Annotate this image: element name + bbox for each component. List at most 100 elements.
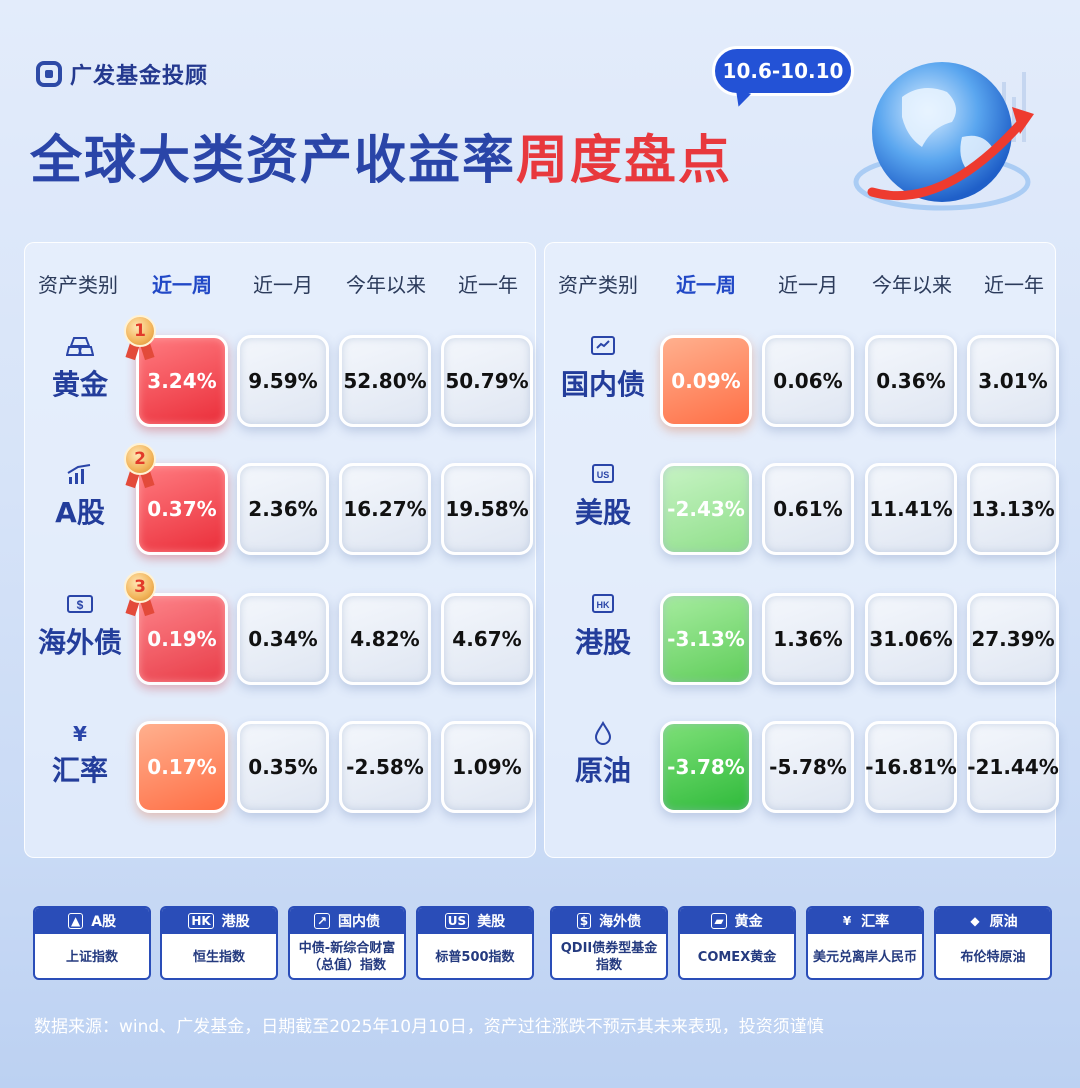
legend-name: 汇率: [861, 914, 890, 930]
row-label-us-stock: US 美股: [548, 463, 658, 531]
row-label-overseas-bond: $ 海外债: [25, 593, 135, 661]
col-head-year: 近一年: [458, 273, 518, 297]
legend-name: 美股: [477, 914, 506, 930]
cell-overseas-bond-ytd: 4.82%: [339, 593, 431, 685]
cell-hk-stock-month: 1.36%: [762, 593, 854, 685]
row-label-domestic-bond: 国内债: [548, 335, 658, 403]
col-head-week: 近一周: [152, 273, 212, 297]
chart-up-icon: ▲: [67, 913, 84, 929]
col-head-month: 近一月: [778, 273, 838, 297]
rank-medal-1: 1: [122, 315, 158, 361]
cell-a-share-ytd: 16.27%: [339, 463, 431, 555]
cell-domestic-bond-ytd: 0.36%: [865, 335, 957, 427]
footer-disclaimer: 数据来源：wind、广发基金，日期截至2025年10月10日，资产过往涨跌不预示…: [34, 1017, 824, 1037]
legend-fx: ¥ 汇率 美元兑离岸人民币: [806, 906, 924, 980]
col-head-week: 近一周: [676, 273, 736, 297]
yen-icon: ¥: [842, 914, 852, 928]
date-range-badge: 10.6-10.10: [712, 46, 854, 96]
legend-index: 恒生指数: [192, 949, 245, 965]
cell-fx-month: 0.35%: [237, 721, 329, 813]
legend-index: 美元兑离岸人民币: [812, 949, 917, 965]
legend-index: 布伦特原油: [960, 949, 1026, 965]
legend-domestic-bond: ↗ 国内债 中债-新综合财富（总值）指数: [288, 906, 406, 980]
col-head-category: 资产类别: [38, 273, 118, 297]
rank-medal-3: 3: [122, 571, 158, 617]
rank-medal-2: 2: [122, 443, 158, 489]
oil-drop-icon: [548, 720, 658, 747]
cell-fx-ytd: -2.58%: [339, 721, 431, 813]
cell-gold-ytd: 52.80%: [339, 335, 431, 427]
cell-overseas-bond-year: 4.67%: [441, 593, 533, 685]
col-head-month: 近一月: [253, 273, 313, 297]
dollar-bill-icon: $: [576, 913, 592, 929]
row-label-a-share: A股: [25, 463, 135, 531]
cell-a-share-month: 2.36%: [237, 463, 329, 555]
title-part1: 全球大类资产收益率: [30, 131, 517, 191]
col-head-ytd: 今年以来: [872, 273, 952, 297]
us-badge-icon: US: [444, 913, 470, 929]
row-label-fx: ¥ 汇率: [25, 721, 135, 789]
svg-text:$: $: [77, 598, 84, 612]
cell-overseas-bond-month: 0.34%: [237, 593, 329, 685]
col-head-category: 资产类别: [558, 273, 638, 297]
left-panel: 资产类别 近一周 近一月 今年以来 近一年 黄金 3.24% 9.59% 52.…: [24, 242, 536, 858]
cell-us-stock-week: -2.43%: [660, 463, 752, 555]
legend-overseas-bond: $ 海外债 QDII债券型基金指数: [550, 906, 668, 980]
legend-crude-oil: ◆ 原油 布伦特原油: [934, 906, 1052, 980]
row-label-gold: 黄金: [25, 335, 135, 403]
legend-gold: ▰ 黄金 COMEX黄金: [678, 906, 796, 980]
cell-us-stock-ytd: 11.41%: [865, 463, 957, 555]
cell-domestic-bond-year: 3.01%: [967, 335, 1059, 427]
legend-name: 国内债: [338, 914, 381, 930]
rank-number: 1: [124, 315, 156, 347]
col-head-year: 近一年: [984, 273, 1044, 297]
svg-text:HK: HK: [597, 600, 610, 610]
us-badge-icon: US: [548, 463, 658, 489]
legend-index: COMEX黄金: [697, 949, 777, 965]
bond-icon: ↗: [313, 913, 331, 929]
brand: 广发基金投顾: [36, 58, 208, 90]
cell-fx-week: 0.17%: [136, 721, 228, 813]
row-name: 原油: [574, 754, 631, 787]
page-title: 全球大类资产收益率周度盘点: [30, 118, 732, 193]
legend-a-share: ▲ A股 上证指数: [33, 906, 151, 980]
legend-name: 原油: [989, 914, 1018, 930]
cell-crude-oil-ytd: -16.81%: [865, 721, 957, 813]
row-label-hk-stock: HK 港股: [548, 593, 658, 661]
cell-us-stock-year: 13.13%: [967, 463, 1059, 555]
rank-number: 3: [124, 571, 156, 603]
hk-badge-icon: HK: [188, 913, 214, 929]
svg-text:US: US: [597, 470, 610, 480]
cell-gold-month: 9.59%: [237, 335, 329, 427]
right-panel: 资产类别 近一周 近一月 今年以来 近一年 国内债 0.09% 0.06% 0.…: [544, 242, 1059, 858]
legend-us-stock: US 美股 标普500指数: [416, 906, 534, 980]
row-name: 黄金: [51, 368, 108, 401]
legend-name: A股: [91, 914, 117, 930]
row-name: 海外债: [37, 626, 122, 659]
legend-index: 中债-新综合财富（总值）指数: [298, 941, 396, 973]
legend-index: 标普500指数: [435, 949, 515, 965]
gold-bar-icon: ▰: [711, 913, 727, 929]
legend-name: 海外债: [599, 914, 642, 930]
row-name: 汇率: [51, 754, 108, 787]
yen-icon: ¥: [73, 722, 87, 746]
hk-badge-icon: HK: [548, 593, 658, 619]
dollar-bill-icon: $: [25, 593, 135, 619]
row-label-crude-oil: 原油: [548, 720, 658, 789]
bond-icon: [548, 335, 658, 361]
cell-crude-oil-month: -5.78%: [762, 721, 854, 813]
globe-icon: [853, 62, 1034, 211]
title-part2: 周度盘点: [516, 131, 733, 191]
row-name: A股: [55, 496, 105, 529]
gold-bar-icon: [25, 335, 135, 361]
legend-hk-stock: HK 港股 恒生指数: [160, 906, 278, 980]
row-name: 美股: [574, 496, 631, 529]
legend-index: 上证指数: [65, 949, 118, 965]
brand-name: 广发基金投顾: [70, 64, 209, 89]
cell-overseas-bond-week: 0.19%: [136, 593, 228, 685]
row-name: 国内债: [560, 368, 645, 401]
legend-index: QDII债券型基金指数: [560, 941, 658, 973]
cell-domestic-bond-month: 0.06%: [762, 335, 854, 427]
cell-crude-oil-year: -21.44%: [967, 721, 1059, 813]
cell-us-stock-month: 0.61%: [762, 463, 854, 555]
